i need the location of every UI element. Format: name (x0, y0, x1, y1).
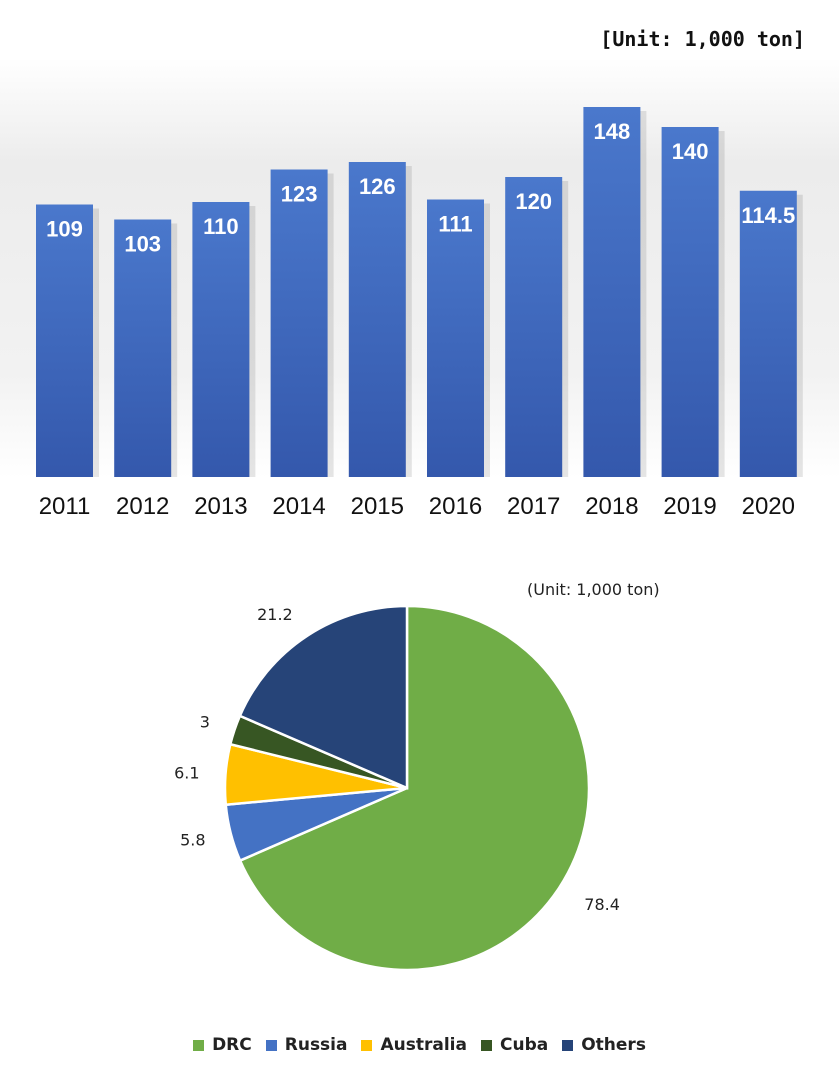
bar-value-label: 109 (46, 217, 83, 242)
legend-label: DRC (212, 1035, 252, 1055)
bar-value-label: 140 (672, 139, 709, 164)
pie-slice-drc (238, 604, 591, 972)
bar-value-label: 123 (281, 182, 318, 207)
bar-2017 (505, 177, 563, 477)
legend-label: Others (581, 1035, 646, 1055)
bar-2016 (427, 199, 484, 477)
x-tick-label: 2019 (663, 493, 716, 520)
bar-2011 (36, 204, 93, 477)
x-tick-label: 2016 (429, 493, 482, 520)
pie-legend: DRC Russia Australia Cuba Others (0, 1035, 839, 1056)
legend-item-others: Others (562, 1035, 646, 1055)
pie-unit-label: (Unit: 1,000 ton) (527, 580, 660, 599)
bar-2019 (661, 127, 719, 477)
x-tick-label: 2018 (585, 493, 638, 520)
legend-swatch (265, 1039, 277, 1051)
bar-2015 (348, 162, 406, 477)
x-tick-label: 2017 (507, 493, 560, 520)
bar-2013 (192, 202, 250, 477)
bar-value-label: 114.5 (741, 203, 795, 228)
x-tick-label: 2014 (272, 493, 325, 520)
x-tick-label: 2013 (194, 493, 247, 520)
x-tick-label: 2015 (351, 493, 404, 520)
bar-value-label: 126 (359, 174, 396, 199)
legend-label: Cuba (499, 1035, 549, 1055)
pie-data-label: 5.8 (180, 831, 205, 850)
bar-2012 (114, 219, 172, 477)
bar-value-label: 120 (515, 189, 552, 214)
legend-swatch (193, 1039, 205, 1051)
bar-value-label: 110 (203, 214, 239, 239)
pie-data-label: 78.4 (584, 895, 620, 914)
pie-data-label: 21.2 (257, 605, 293, 624)
bar-2020 (739, 190, 797, 477)
legend-label: Australia (380, 1035, 467, 1055)
bar-2014 (270, 169, 328, 477)
legend-item-cuba: Cuba (480, 1035, 549, 1055)
bar-value-label: 111 (438, 212, 472, 237)
bar-value-label: 148 (594, 119, 631, 144)
bar-2018 (583, 107, 641, 477)
legend-swatch (562, 1039, 574, 1051)
legend-item-drc: DRC (193, 1035, 252, 1055)
legend-item-russia: Russia (265, 1035, 348, 1055)
bar-value-label: 103 (124, 232, 161, 257)
legend-swatch (480, 1039, 492, 1051)
x-tick-label: 2012 (116, 493, 169, 520)
x-tick-label: 2011 (39, 493, 91, 520)
bar-chart: [Unit: 1,000 ton] 109 2011 103 2012 110 2013 1… (0, 27, 839, 520)
legend-swatch (361, 1039, 373, 1051)
legend-label: Russia (284, 1035, 348, 1055)
pie-data-label: 6.1 (174, 763, 199, 782)
pie-data-label: 3 (200, 713, 210, 732)
legend-item-australia: Australia (361, 1035, 467, 1055)
pie-slice-others (238, 604, 409, 790)
pie-chart: (Unit: 1,000 ton) 78.4 5.8 6.1 3 21.2 (174, 580, 660, 972)
bar-unit-label: [Unit: 1,000 ton] (600, 27, 805, 51)
x-tick-label: 2020 (742, 493, 795, 520)
